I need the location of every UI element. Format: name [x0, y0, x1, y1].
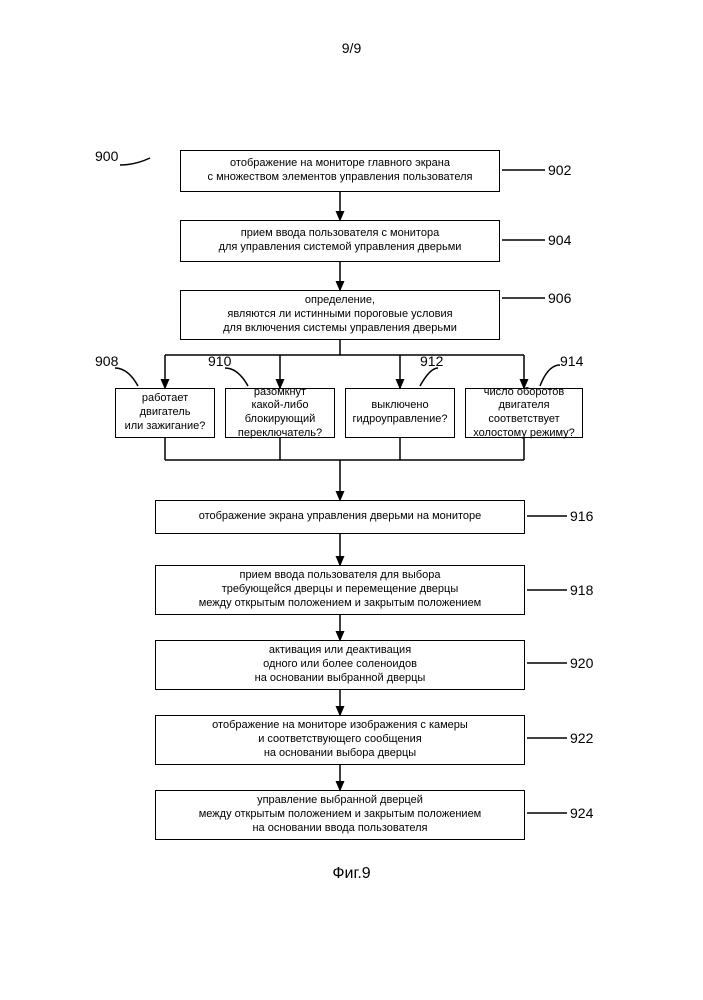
decision-910: разомкнуткакой-либоблокирующийпереключат… — [225, 388, 335, 438]
ref-900: 900 — [95, 148, 118, 164]
step-902: отображение на мониторе главного экранас… — [180, 150, 500, 192]
ref-906: 906 — [548, 290, 571, 306]
step-924: управление выбранной дверцеймежду открыт… — [155, 790, 525, 840]
figure-caption: Фиг.9 — [332, 865, 370, 883]
decision-912: выключеногидроуправление? — [345, 388, 455, 438]
ref-914: 914 — [560, 353, 583, 369]
page-number: 9/9 — [342, 40, 361, 56]
ref-916: 916 — [570, 508, 593, 524]
ref-908: 908 — [95, 353, 118, 369]
ref-912: 912 — [420, 353, 443, 369]
ref-918: 918 — [570, 582, 593, 598]
step-906: определение,являются ли истинными порого… — [180, 290, 500, 340]
decision-914: число оборотовдвигателясоответствуетхоло… — [465, 388, 583, 438]
ref-920: 920 — [570, 655, 593, 671]
ref-910: 910 — [208, 353, 231, 369]
decision-908: работаетдвигательили зажигание? — [115, 388, 215, 438]
step-920: активация или деактивацияодного или боле… — [155, 640, 525, 690]
ref-924: 924 — [570, 805, 593, 821]
ref-902: 902 — [548, 162, 571, 178]
step-918: прием ввода пользователя для выборатребу… — [155, 565, 525, 615]
ref-904: 904 — [548, 232, 571, 248]
step-916: отображение экрана управления дверьми на… — [155, 500, 525, 534]
ref-922: 922 — [570, 730, 593, 746]
step-904: прием ввода пользователя с мониторадля у… — [180, 220, 500, 262]
step-922: отображение на мониторе изображения с ка… — [155, 715, 525, 765]
